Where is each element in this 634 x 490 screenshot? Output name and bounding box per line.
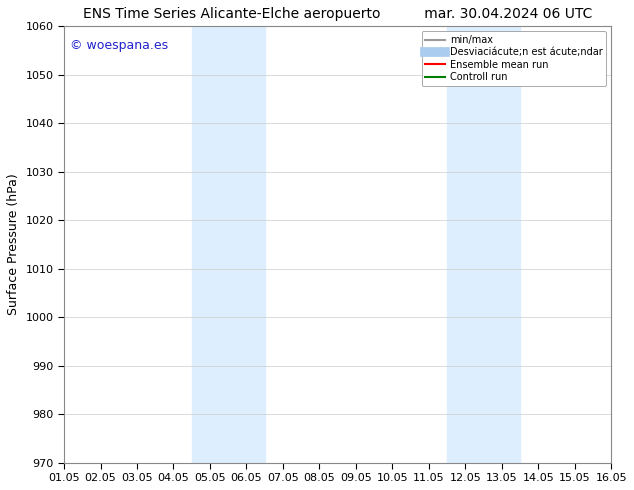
Text: © woespana.es: © woespana.es [70, 39, 167, 52]
Bar [191, 26, 264, 463]
Y-axis label: Surface Pressure (hPa): Surface Pressure (hPa) [7, 173, 20, 316]
Bar [447, 26, 520, 463]
Title: ENS Time Series Alicante-Elche aeropuerto          mar. 30.04.2024 06 UTC: ENS Time Series Alicante-Elche aeropuert… [83, 7, 592, 21]
Legend: min/max, Desviaciácute;n est ácute;ndar, Ensemble mean run, Controll run: min/max, Desviaciácute;n est ácute;ndar,… [422, 31, 606, 86]
